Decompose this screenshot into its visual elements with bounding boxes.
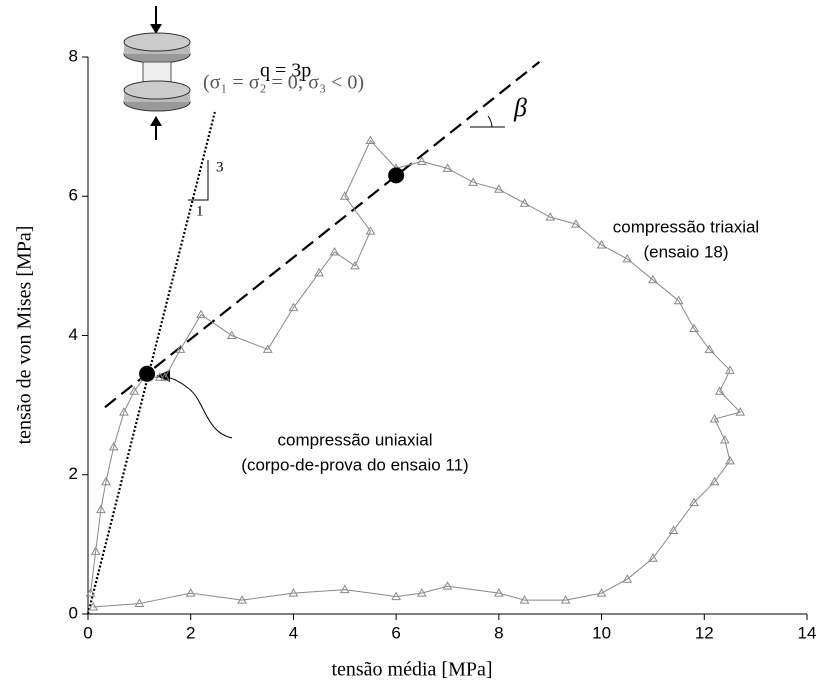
key-point — [388, 167, 405, 184]
marker — [735, 407, 746, 416]
marker — [88, 602, 98, 611]
marker — [622, 253, 633, 263]
annotation: compressão triaxial — [613, 217, 759, 236]
marker — [689, 497, 699, 507]
marker — [709, 414, 720, 423]
reference-line — [104, 61, 541, 409]
marker — [108, 441, 119, 451]
marker — [673, 295, 684, 305]
marker — [416, 156, 427, 165]
marker — [571, 219, 581, 228]
marker — [155, 372, 165, 381]
marker — [442, 581, 453, 590]
y-tick-label: 0 — [69, 603, 78, 622]
marker — [545, 212, 556, 221]
x-tick-label: 6 — [391, 623, 400, 642]
marker — [493, 184, 504, 193]
annotation: (corpo-de-prova do ensaio 11) — [241, 455, 468, 474]
annotation: 3 — [216, 159, 224, 175]
annotation: 1 — [196, 203, 204, 219]
marker — [622, 574, 633, 583]
x-axis-label: tensão média [MPa] — [331, 659, 492, 681]
marker — [493, 588, 504, 597]
annotation: β — [513, 93, 527, 122]
beta-angle — [470, 115, 505, 128]
marker — [560, 595, 571, 604]
specimen-icon — [123, 6, 191, 140]
marker — [119, 407, 129, 416]
marker — [175, 344, 186, 353]
annotation: q = 3p — [260, 60, 311, 82]
x-tick-label: 4 — [289, 623, 298, 642]
marker — [519, 198, 530, 207]
marker — [339, 584, 350, 594]
x-tick-label: 0 — [83, 623, 92, 642]
marker — [95, 504, 106, 514]
marker — [134, 598, 145, 608]
y-tick-label: 8 — [69, 46, 78, 65]
reference-line — [86, 111, 216, 615]
annotation: (σ₁ = σ₂ = 0; σ₃ < 0) — [203, 72, 364, 94]
marker — [237, 595, 247, 604]
marker — [468, 177, 479, 186]
marker — [704, 344, 715, 353]
marker — [101, 476, 111, 486]
marker — [725, 365, 735, 374]
marker — [714, 386, 725, 395]
marker — [226, 330, 237, 339]
marker — [709, 476, 720, 486]
marker — [129, 386, 140, 395]
marker — [596, 588, 607, 597]
marker — [262, 344, 273, 353]
marker — [90, 546, 101, 555]
marker — [648, 553, 658, 562]
annotation: (ensaio 18) — [643, 242, 728, 261]
key-point — [139, 365, 156, 382]
x-tick-label: 12 — [695, 623, 714, 642]
marker — [365, 135, 376, 145]
y-tick-label: 4 — [69, 325, 78, 344]
marker — [160, 372, 170, 381]
marker — [391, 591, 402, 601]
marker — [719, 434, 730, 444]
series-line — [93, 139, 742, 608]
marker — [668, 525, 679, 534]
marker — [329, 246, 340, 256]
marker — [416, 588, 427, 597]
marker — [648, 274, 658, 284]
marker — [350, 260, 360, 270]
marker — [288, 302, 299, 312]
marker — [519, 595, 530, 604]
x-tick-label: 8 — [494, 623, 503, 642]
x-tick-label: 14 — [798, 623, 817, 642]
y-axis-label: tensão de von Mises [MPa] — [14, 226, 36, 445]
marker — [442, 163, 453, 172]
marker — [288, 588, 299, 597]
marker — [689, 323, 699, 333]
annotation: compressão uniaxial — [278, 430, 433, 449]
slope-triangle — [188, 160, 209, 201]
series-line — [90, 376, 160, 594]
marker — [196, 309, 206, 319]
y-tick-label: 2 — [69, 464, 78, 483]
marker — [365, 226, 376, 235]
marker — [339, 191, 350, 200]
marker — [85, 588, 96, 597]
marker — [314, 267, 324, 277]
x-tick-label: 10 — [592, 623, 611, 642]
y-tick-label: 6 — [69, 186, 78, 205]
marker — [725, 455, 735, 465]
x-tick-label: 2 — [186, 623, 195, 642]
marker — [185, 588, 196, 597]
marker — [596, 239, 607, 249]
